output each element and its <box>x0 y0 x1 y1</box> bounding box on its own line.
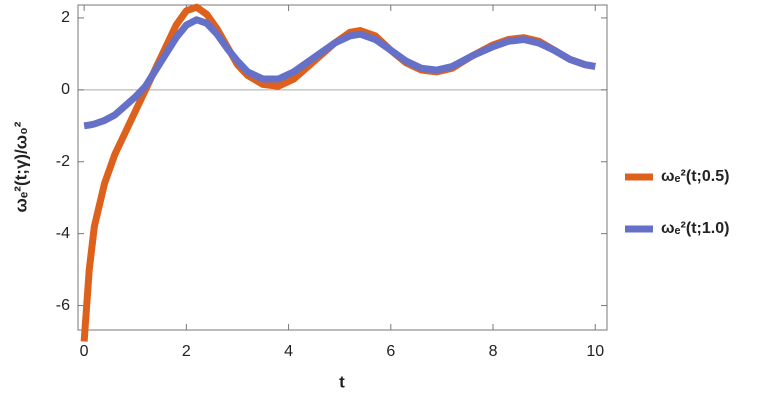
y-tick-label: 2 <box>61 9 70 26</box>
x-tick-label: 8 <box>489 343 498 360</box>
x-axis-label: t <box>339 372 345 391</box>
x-tick-label: 10 <box>586 343 604 360</box>
plot-frame <box>77 4 608 331</box>
x-tick-label: 2 <box>182 343 191 360</box>
y-tick-label: -4 <box>56 225 70 242</box>
y-tick-label: -2 <box>56 153 70 170</box>
x-tick-label: 0 <box>80 343 89 360</box>
legend-label: ωₑ²(t;1.0) <box>661 220 729 237</box>
y-tick-label: 0 <box>61 81 70 98</box>
y-axis-label: ωₑ²(t;γ)/ω₀² <box>11 121 30 212</box>
series-line <box>83 16 596 130</box>
legend-label: ωₑ²(t;0.5) <box>661 168 729 185</box>
x-tick-label: 6 <box>386 343 395 360</box>
x-tick-label: 4 <box>284 343 293 360</box>
y-tick-label: -6 <box>56 297 70 314</box>
